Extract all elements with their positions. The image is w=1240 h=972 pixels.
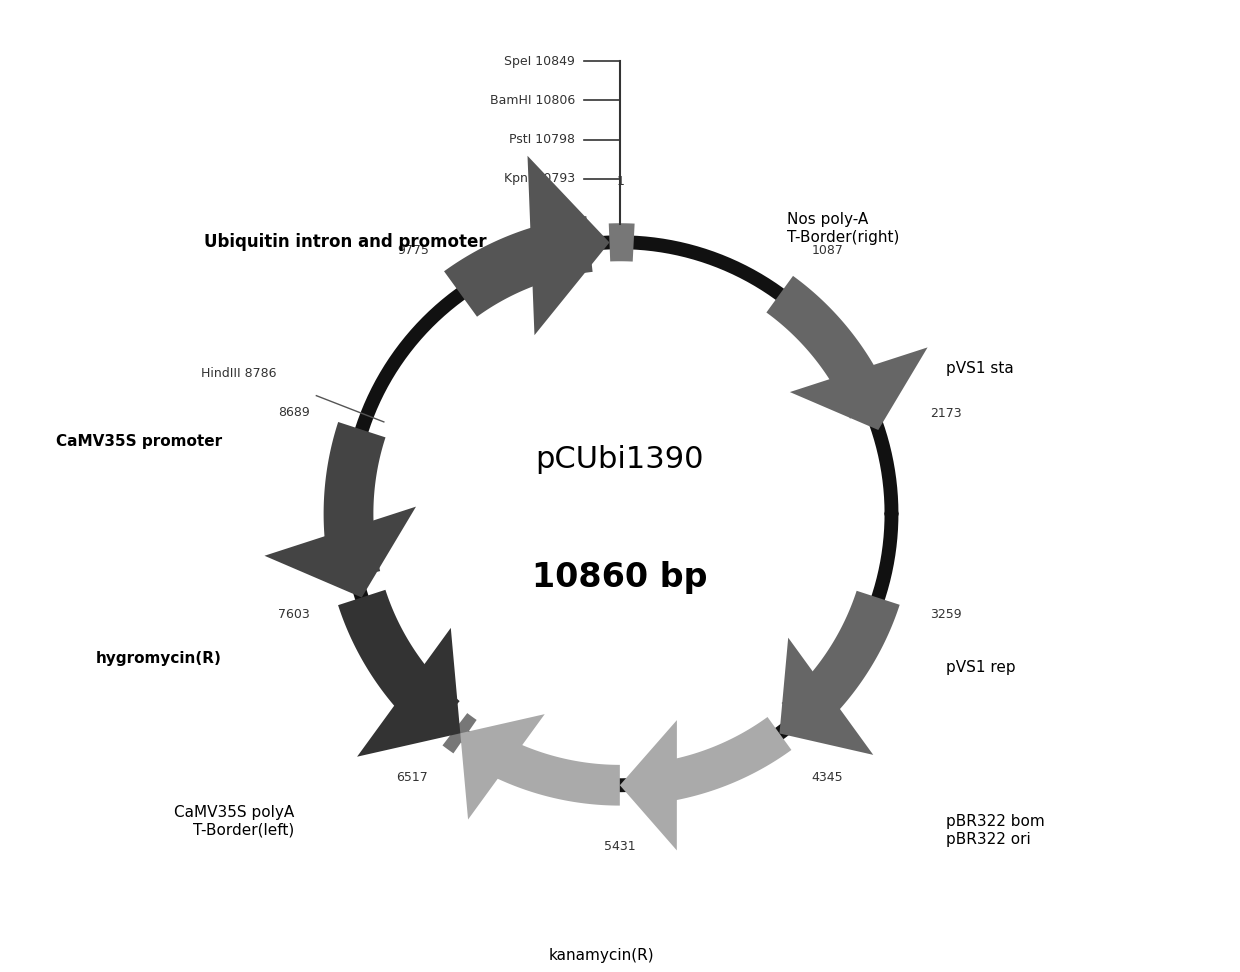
Text: CaMV35S polyA
T-Border(left): CaMV35S polyA T-Border(left)	[174, 805, 294, 838]
Text: pVS1 sta: pVS1 sta	[946, 362, 1013, 376]
Polygon shape	[609, 224, 635, 261]
Polygon shape	[264, 506, 415, 598]
Text: 8689: 8689	[279, 406, 310, 419]
Polygon shape	[766, 276, 892, 419]
Polygon shape	[460, 714, 544, 819]
Text: 3259: 3259	[930, 608, 961, 621]
Text: 1087: 1087	[812, 244, 843, 257]
Text: 2173: 2173	[930, 406, 961, 420]
Text: 9775: 9775	[397, 244, 429, 257]
Text: Nos poly-A
T-Border(right): Nos poly-A T-Border(right)	[787, 213, 900, 245]
Polygon shape	[357, 628, 460, 757]
Polygon shape	[780, 638, 873, 755]
Text: 5431: 5431	[604, 840, 636, 852]
Text: kanamycin(R): kanamycin(R)	[549, 948, 655, 963]
Polygon shape	[444, 216, 593, 317]
Text: BamHI 10806: BamHI 10806	[490, 94, 575, 107]
Polygon shape	[620, 720, 677, 850]
Polygon shape	[781, 591, 900, 738]
Text: hygromycin(R): hygromycin(R)	[95, 651, 222, 666]
Text: KpnI 10793: KpnI 10793	[503, 172, 575, 186]
Text: pCUbi1390: pCUbi1390	[536, 445, 704, 474]
Text: 6517: 6517	[397, 771, 428, 783]
Text: 1: 1	[616, 175, 624, 188]
Text: Ubiquitin intron and promoter: Ubiquitin intron and promoter	[203, 233, 486, 251]
Text: HindIII 8786: HindIII 8786	[201, 367, 277, 380]
Text: SpeI 10849: SpeI 10849	[503, 54, 575, 68]
Polygon shape	[527, 156, 610, 335]
Polygon shape	[324, 422, 386, 582]
Text: pVS1 rep: pVS1 rep	[946, 660, 1016, 676]
Polygon shape	[339, 590, 460, 739]
Polygon shape	[790, 347, 928, 430]
Polygon shape	[443, 713, 476, 753]
Text: PstI 10798: PstI 10798	[508, 133, 575, 146]
Text: 7603: 7603	[278, 608, 310, 621]
Text: 4345: 4345	[811, 771, 843, 784]
Text: pBR322 bom
pBR322 ori: pBR322 bom pBR322 ori	[946, 815, 1044, 847]
Text: CaMV35S promoter: CaMV35S promoter	[56, 434, 222, 449]
Text: 10860 bp: 10860 bp	[532, 561, 708, 594]
Polygon shape	[640, 717, 791, 805]
Polygon shape	[467, 728, 620, 806]
